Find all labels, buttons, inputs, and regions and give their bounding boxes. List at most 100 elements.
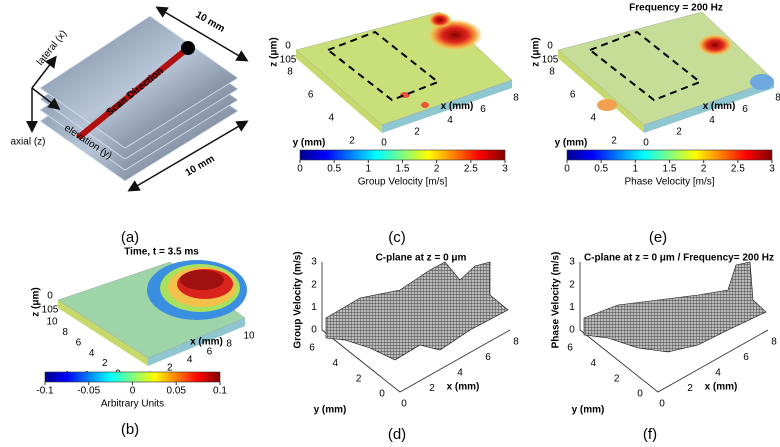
y-tick-label: 8	[62, 327, 68, 338]
x-tick-label: 4	[447, 115, 453, 126]
z-tick-label: 2	[311, 279, 317, 290]
z-tick-label: 3	[311, 257, 317, 268]
y-tick-label: 2	[102, 358, 108, 369]
scan-dot	[181, 41, 195, 55]
hotspot	[428, 12, 452, 28]
y-tick-label: 2	[611, 136, 617, 147]
y-axis-label: y (mm)	[314, 405, 347, 416]
colorbar-tick-label: 1	[366, 164, 372, 175]
mesh-surface	[583, 261, 767, 353]
z-axis-label: z (μm)	[531, 37, 542, 66]
y-tick-label: 4	[333, 358, 339, 369]
x-tick-label: 0	[643, 138, 649, 149]
panel-title: Time, t = 3.5 ms	[124, 247, 199, 258]
hotspot	[697, 34, 733, 56]
z-tick-label: 0	[569, 325, 575, 336]
x-tick-label: 0	[381, 138, 387, 149]
z-tick-label: 0	[547, 41, 553, 52]
colorbar-tick-label: -0.1	[36, 386, 54, 397]
hotspot	[421, 102, 429, 108]
colorbar-tick-label: 2	[434, 164, 440, 175]
y-tick-label: 6	[570, 90, 576, 101]
hotspot	[180, 270, 224, 290]
axis-elevation	[31, 87, 61, 110]
x-axis-label: x (mm)	[441, 101, 474, 112]
z-tick-label: 105	[42, 305, 59, 316]
panel-label: (b)	[121, 421, 139, 438]
z-tick-label: 1	[569, 302, 575, 313]
x-tick-label: 10	[243, 331, 255, 342]
x-tick-label: 2	[687, 383, 693, 394]
z-tick-label: 1	[311, 302, 317, 313]
colorbar-tick-label: 0.1	[213, 386, 227, 397]
y-tick-label: 2	[349, 136, 355, 147]
y-axis-label: y (mm)	[572, 405, 605, 416]
x-tick-label: 0	[401, 399, 407, 410]
colorbar-tick-label: 2.5	[464, 164, 478, 175]
z-axis-label: Group Velocity (m/s)	[293, 251, 304, 348]
colorbar	[566, 149, 773, 161]
x-tick-label: 8	[771, 337, 777, 348]
colorbar-tick-label: 2	[701, 164, 707, 175]
mesh-surface	[325, 261, 509, 361]
y-axis-label: y (mm)	[293, 138, 326, 149]
x-tick-label: 2	[676, 126, 682, 137]
y-tick-label: 4	[591, 113, 597, 124]
scan-line	[76, 45, 190, 141]
colorbar-label: Arbitrary Units	[101, 399, 164, 410]
slab-side	[58, 300, 148, 366]
x-tick-label: 4	[457, 368, 463, 379]
colorbar-label: Group Velocity [m/s]	[358, 177, 448, 188]
panel-label: (a)	[121, 229, 139, 246]
x-tick-label: 6	[743, 352, 749, 363]
y-tick-label: 8	[287, 67, 293, 78]
colorbar-tick-label: 0.5	[594, 164, 608, 175]
y-tick-label: 6	[567, 343, 573, 354]
slab-side	[558, 50, 644, 133]
colorbar-tick-label: 0.5	[327, 164, 341, 175]
y-axis-label: y (mm)	[555, 138, 588, 149]
z-tick-label: 105	[542, 55, 559, 66]
colorbar-tick-label: 3	[502, 164, 508, 175]
slab-side	[382, 80, 512, 133]
colorbar-tick-label: -0.05	[77, 386, 100, 397]
x-tick-label: 4	[709, 115, 715, 126]
colorbar-label: Phase Velocity [m/s]	[624, 177, 714, 188]
y-tick-label: 6	[308, 90, 314, 101]
colorbar-tick-label: 0.05	[167, 386, 187, 397]
axes-frame	[321, 262, 511, 393]
x-tick-label: 2	[414, 126, 420, 137]
axial-label: axial (z)	[10, 137, 45, 148]
z-tick-label: 3	[569, 257, 575, 268]
dim-bottom	[127, 120, 249, 192]
roi-box	[587, 30, 702, 102]
x-tick-label: 8	[513, 337, 519, 348]
x-tick-label: 0	[659, 399, 665, 410]
panel-label: (e)	[649, 229, 667, 246]
y-tick-label: 8	[549, 67, 555, 78]
x-tick-label: 6	[480, 104, 486, 115]
x-tick-label: 2	[167, 363, 173, 374]
y-tick-label: 4	[591, 358, 597, 369]
hotspot	[597, 99, 617, 111]
y-tick-label: 6	[76, 337, 82, 348]
slab-side	[644, 80, 774, 133]
z-tick-label: 0	[285, 41, 291, 52]
x-tick-label: 8	[775, 93, 780, 104]
colorbar	[299, 149, 506, 161]
colorbar-tick-label: 0	[297, 164, 303, 175]
z-axis-label: z (μm)	[269, 37, 280, 66]
x-tick-label: 8	[226, 339, 232, 350]
panel-title: C-plane at z = 0 μm	[376, 253, 467, 264]
z-tick-label: 0	[47, 291, 53, 302]
x-tick-label: 6	[485, 352, 491, 363]
z-tick-label: 2	[569, 279, 575, 290]
z-tick-label: 105	[280, 55, 297, 66]
dim-top	[155, 6, 249, 62]
x-axis-label: x (mm)	[447, 382, 480, 393]
y-tick-label: 10	[46, 317, 58, 328]
y-tick-label: 2	[614, 373, 620, 384]
z-tick-label: 0	[311, 325, 317, 336]
